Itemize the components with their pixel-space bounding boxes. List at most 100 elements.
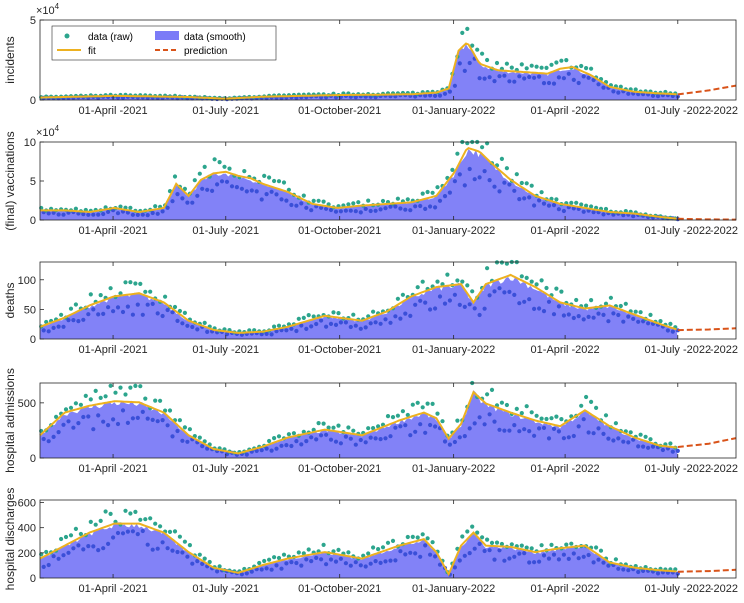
raw-point: [78, 402, 83, 407]
raw-point: [480, 51, 485, 56]
smooth-point: [447, 89, 452, 94]
smooth-point: [601, 85, 606, 90]
smooth-point: [185, 323, 190, 328]
smooth-point: [576, 314, 581, 319]
smooth-point: [462, 183, 467, 188]
raw-point: [163, 294, 168, 299]
smooth-point: [71, 318, 76, 323]
raw-point: [415, 400, 420, 405]
raw-point: [395, 296, 400, 301]
smooth-point: [418, 422, 423, 427]
raw-point: [346, 202, 351, 207]
raw-point: [187, 427, 192, 432]
smooth-point: [556, 304, 562, 309]
raw-point: [321, 421, 326, 426]
smooth-point: [378, 207, 383, 212]
smooth-point: [532, 560, 537, 565]
smooth-point: [477, 76, 482, 81]
smooth-point: [646, 321, 651, 326]
raw-point: [410, 402, 415, 407]
raw-point: [143, 517, 148, 522]
smooth-point: [457, 61, 462, 66]
axes-box: [39, 261, 737, 340]
smooth-point: [507, 79, 512, 84]
raw-point: [267, 175, 272, 180]
y-tick-label: 200: [18, 548, 36, 560]
smooth-point: [343, 208, 348, 213]
smooth-point: [650, 444, 656, 449]
x-tick-label: 01-October-2021: [298, 344, 381, 356]
raw-point: [316, 198, 321, 203]
raw-point: [336, 423, 341, 428]
raw-point: [534, 282, 539, 287]
smooth-point: [180, 550, 185, 555]
smooth-point: [274, 192, 279, 197]
smooth-area-deaths: [40, 276, 678, 339]
smooth-point: [512, 188, 517, 193]
raw-point: [207, 559, 212, 565]
smooth-point: [155, 211, 160, 216]
raw-point: [138, 281, 143, 286]
smooth-point: [437, 562, 443, 567]
y-tick-label: 0: [30, 215, 36, 227]
raw-point: [534, 413, 539, 418]
smooth-point: [289, 202, 294, 208]
smooth-point: [561, 552, 567, 557]
smooth-point: [170, 434, 175, 439]
smooth-point: [576, 424, 581, 429]
smooth-point: [289, 443, 294, 449]
raw-point: [380, 545, 386, 550]
raw-point: [584, 66, 589, 71]
raw-points-deaths: [39, 259, 680, 337]
raw-point: [63, 534, 69, 540]
y-exponent-label: ×104: [36, 2, 60, 17]
smooth-point: [546, 436, 552, 441]
x-tick-label: 01-July -2021: [192, 105, 259, 117]
smooth-point: [150, 301, 155, 306]
smooth-point: [492, 289, 497, 294]
smooth-point: [467, 302, 472, 307]
smooth-point: [561, 436, 567, 441]
raw-point: [172, 174, 178, 179]
raw-point: [123, 392, 128, 397]
smooth-point: [314, 437, 319, 442]
smooth-point: [264, 331, 269, 336]
smooth-point: [522, 427, 527, 432]
raw-point: [153, 521, 158, 526]
smooth-point: [626, 314, 631, 319]
smooth-point: [522, 551, 527, 556]
legend: data (raw) data (smooth) fit prediction: [51, 25, 277, 61]
smooth-point: [200, 444, 205, 449]
smooth-point: [418, 554, 423, 559]
smooth-point: [482, 76, 487, 81]
raw-point: [346, 425, 351, 430]
smooth-point: [125, 210, 130, 215]
smooth-point: [611, 311, 616, 316]
smooth-point: [398, 316, 403, 321]
smooth-point: [111, 535, 116, 540]
raw-point: [143, 289, 148, 294]
raw-point: [529, 279, 534, 284]
smooth-point: [224, 179, 230, 184]
smooth-point: [413, 302, 418, 307]
fit-line-incidents: [40, 42, 677, 100]
raw-point: [485, 392, 490, 397]
raw-point: [128, 205, 133, 210]
smooth-point: [328, 437, 334, 442]
raw-point: [88, 519, 93, 525]
smooth-point: [111, 417, 116, 422]
smooth-point: [353, 95, 358, 100]
raw-point: [301, 551, 306, 556]
smooth-point: [487, 75, 492, 80]
raw-point: [489, 540, 495, 546]
smooth-point: [51, 325, 56, 330]
smooth-point: [502, 180, 507, 185]
smooth-point: [61, 212, 66, 217]
smooth-point: [71, 546, 76, 551]
smooth-point: [304, 557, 309, 562]
smooth-point: [125, 304, 130, 309]
smooth-point: [289, 560, 294, 565]
smooth-point: [433, 424, 438, 429]
fit-line-deaths: [39, 273, 677, 334]
smooth-point: [200, 561, 205, 567]
